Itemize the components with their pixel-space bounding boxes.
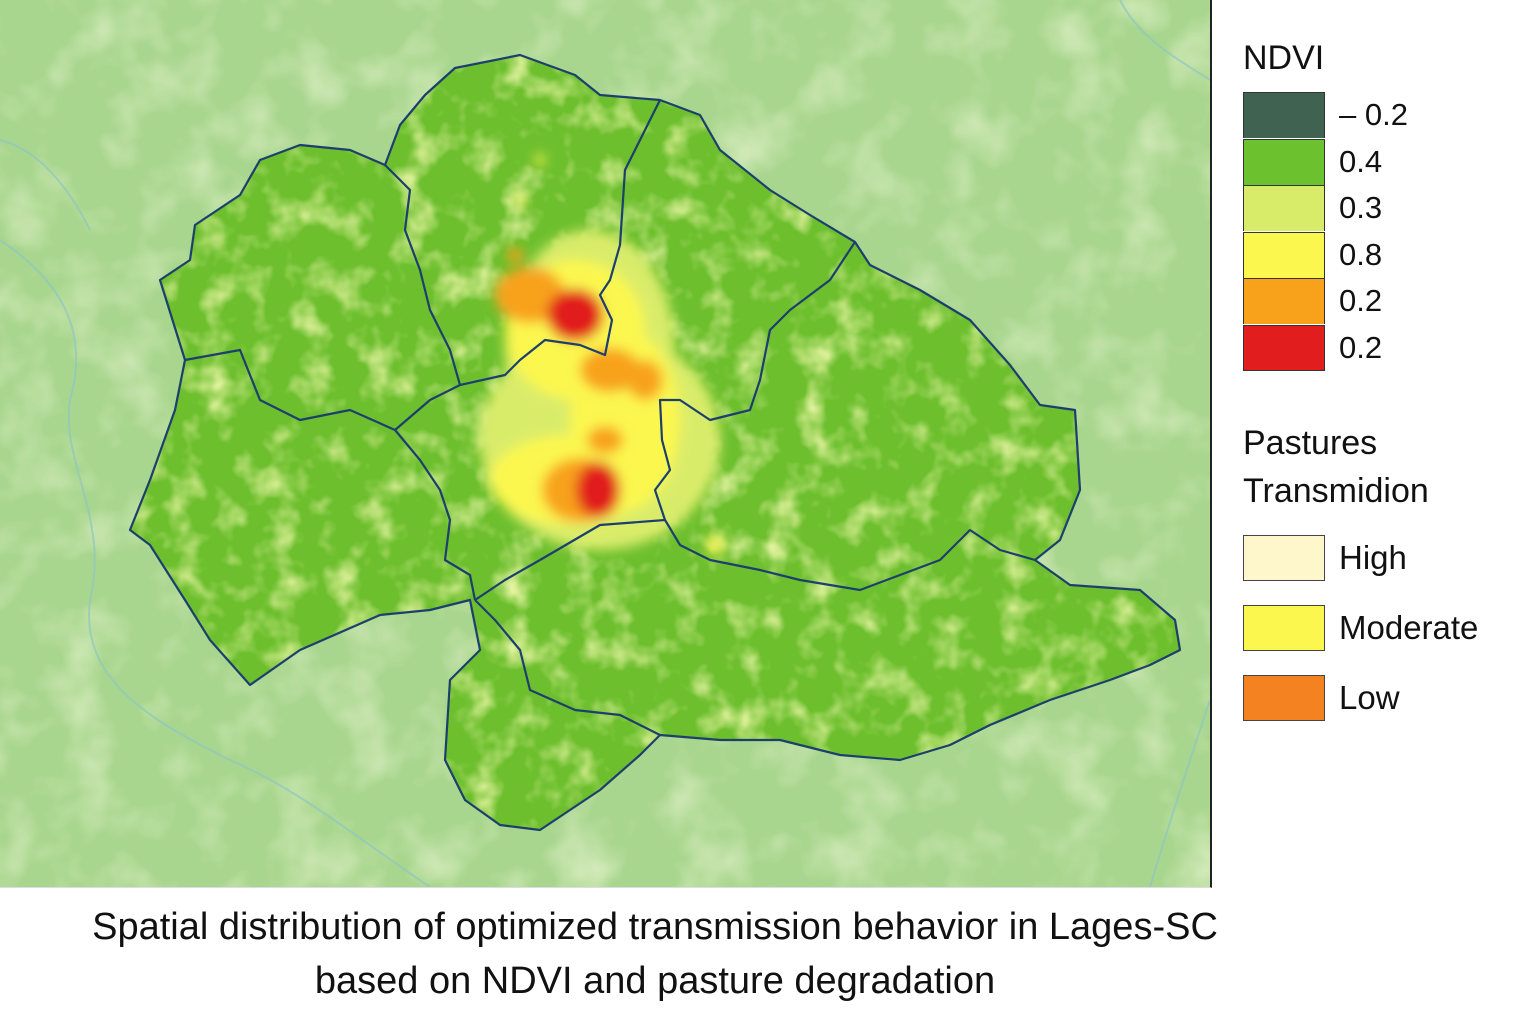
- ndvi-label: 0.2: [1339, 283, 1383, 319]
- transmission-legend-item: Low: [1243, 675, 1523, 721]
- municipal-boundaries: [128, 53, 1182, 832]
- ndvi-legend-item: – 0.2: [1243, 92, 1523, 139]
- caption-line-1: Spatial distribution of optimized transm…: [92, 906, 1218, 948]
- basemap-rivers: [0, 0, 1210, 887]
- ndvi-swatch: [1243, 138, 1325, 185]
- transmission-title-line1: Pastures: [1243, 424, 1378, 462]
- ndvi-legend-title: NDVI: [1243, 39, 1325, 77]
- ndvi-label: 0.8: [1339, 236, 1383, 272]
- ndvi-legend-item: 0.8: [1243, 231, 1523, 279]
- transmission-swatch: [1243, 535, 1325, 581]
- ndvi-legend-item: 0.4: [1243, 138, 1523, 186]
- transmission-label: Low: [1339, 679, 1400, 716]
- ndvi-legend-list: – 0.2 0.4 0.3 0.8 0.2 0.2: [1243, 92, 1523, 371]
- transmission-legend-item: High: [1243, 535, 1523, 581]
- caption-line-2: based on NDVI and pasture degradation: [314, 960, 996, 1002]
- ndvi-swatch: [1243, 231, 1325, 278]
- ndvi-legend-item: 0.3: [1243, 185, 1523, 232]
- ndvi-swatch: [1243, 92, 1325, 139]
- ndvi-legend-item: 0.2: [1243, 324, 1523, 372]
- map-panel[interactable]: [0, 0, 1212, 888]
- transmission-label: High: [1339, 539, 1407, 576]
- transmission-legend-item: Moderate: [1243, 605, 1523, 651]
- transmission-swatch: [1243, 605, 1325, 651]
- ndvi-swatch: [1243, 324, 1325, 371]
- ndvi-label: 0.2: [1339, 329, 1383, 365]
- transmission-label: Moderate: [1339, 609, 1479, 646]
- transmission-legend-list: High Moderate Low: [1243, 535, 1523, 721]
- ndvi-label: 0.3: [1339, 190, 1383, 226]
- ndvi-legend-item: 0.2: [1243, 278, 1523, 325]
- ndvi-label: – 0.2: [1339, 97, 1408, 133]
- legend: NDVI – 0.2 0.4 0.3 0.8 0.2 0.2 Pastures Trans…: [1243, 38, 1523, 721]
- ndvi-swatch: [1243, 278, 1325, 325]
- map-canvas[interactable]: [0, 0, 1210, 887]
- ndvi-swatch: [1243, 185, 1325, 232]
- ndvi-label: 0.4: [1339, 143, 1383, 179]
- figure-caption: Spatial distribution of optimized transm…: [0, 900, 1310, 1008]
- transmission-title-line2: Transmidion: [1243, 472, 1429, 510]
- transmission-legend-title: Pastures Transmidion: [1243, 419, 1523, 515]
- transmission-swatch: [1243, 675, 1325, 721]
